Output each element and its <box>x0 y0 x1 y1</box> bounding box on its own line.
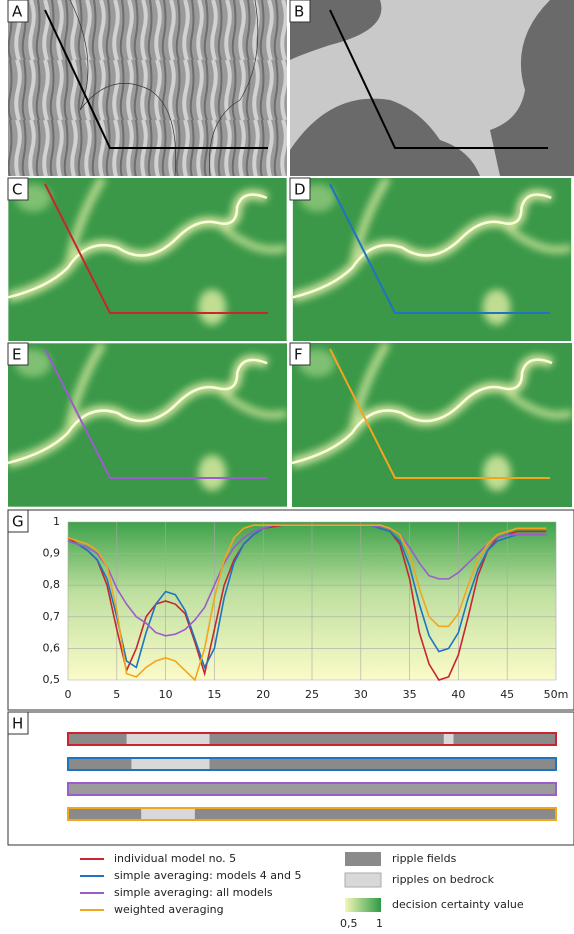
series-line <box>67 524 547 682</box>
panel-e: E <box>7 342 287 507</box>
panel-f: F <box>289 342 572 507</box>
strips <box>67 732 557 821</box>
panel-h <box>7 711 574 846</box>
y-tick-label: 0,7 <box>43 610 61 623</box>
panel-label: E <box>12 346 21 364</box>
line-chart: 0,50,60,70,80,910 5 10 15 20 25 30 35 40 45 50m <box>43 515 569 701</box>
legend-text: individual model no. 5 <box>114 852 236 865</box>
panel-c: C <box>7 177 287 341</box>
legend-text: ripples on bedrock <box>392 873 495 886</box>
y-tick-label: 1 <box>53 515 60 528</box>
panel-label: C <box>12 181 22 199</box>
panel-label: G <box>12 513 24 531</box>
legend-text: ripple fields <box>392 852 457 865</box>
y-tick-label: 0,6 <box>43 641 61 654</box>
swatch <box>345 852 381 866</box>
x-tick-label: 40 <box>451 688 465 701</box>
panel-label: H <box>12 715 23 733</box>
x-tick-label: 20 <box>256 688 270 701</box>
bedrock-segment <box>131 759 210 769</box>
x-tick-label: 35 <box>403 688 417 701</box>
legend-text: weighted averaging <box>114 903 224 916</box>
panel-b: B <box>289 0 574 176</box>
x-tick-label: 25 <box>305 688 319 701</box>
x-tick-label: 10 <box>159 688 173 701</box>
y-tick-label: 0,5 <box>43 673 61 686</box>
legend-text: 1 <box>376 917 383 930</box>
panel-label: D <box>294 181 306 199</box>
y-tick-label: 0,8 <box>43 578 61 591</box>
bedrock-segment <box>141 809 195 819</box>
x-tick-label: 45 <box>500 688 514 701</box>
panel-label: A <box>12 3 23 21</box>
panel-label: B <box>294 3 304 21</box>
bedrock-segment <box>126 734 210 744</box>
x-tick-label: 0 <box>65 688 72 701</box>
bedrock-segment <box>443 734 454 744</box>
legend-text: simple averaging: models 4 and 5 <box>114 869 301 882</box>
x-tick-label: 5 <box>113 688 120 701</box>
x-tick-label: 50m <box>544 688 569 701</box>
legend-text: 0,5 <box>340 917 358 930</box>
x-tick-label: 15 <box>207 688 221 701</box>
legend: ripple fields ripples on bedrock decisio… <box>80 852 524 930</box>
swatch <box>344 872 382 888</box>
y-tick-label: 0,9 <box>43 547 61 560</box>
panel-label: F <box>294 346 303 364</box>
panel-a: A <box>7 0 287 177</box>
legend-text: decision certainty value <box>392 898 524 911</box>
legend-text: simple averaging: all models <box>114 886 273 899</box>
x-tick-label: 30 <box>354 688 368 701</box>
swatch <box>345 898 381 912</box>
panel-d: D <box>289 177 571 341</box>
strip <box>67 782 557 796</box>
